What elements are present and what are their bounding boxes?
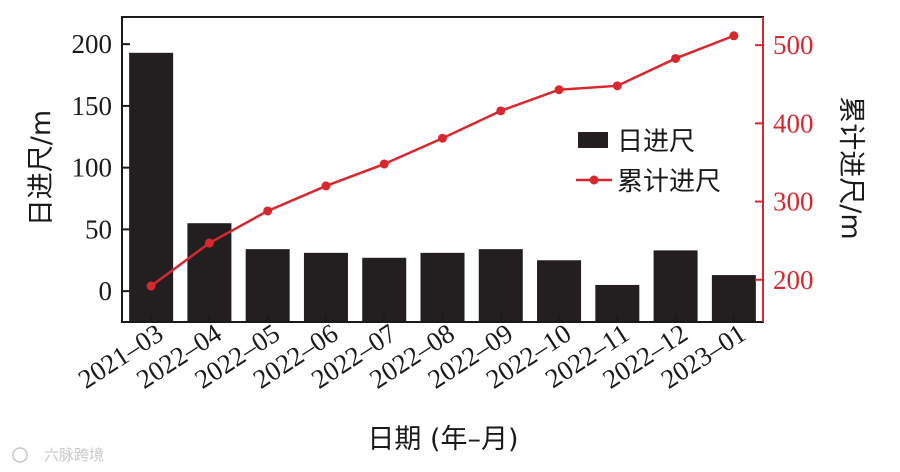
line-point-2 — [263, 206, 273, 216]
legend-bar-swatch — [578, 132, 608, 148]
y-tick-label-left: 0 — [99, 276, 113, 306]
line-point-5 — [438, 133, 447, 143]
line-point-8 — [612, 81, 622, 91]
line-point-10 — [729, 31, 739, 41]
line-point-0 — [146, 281, 156, 291]
line-point-6 — [496, 106, 506, 116]
line-point-3 — [321, 181, 331, 191]
line-point-7 — [554, 85, 564, 95]
left-axis-ticks: 0 50 100 150 200 — [72, 29, 130, 306]
y-tick-label-left: 50 — [85, 214, 112, 244]
bar-5 — [420, 252, 465, 322]
bar-3 — [303, 252, 348, 322]
y-tick-label-right: 200 — [773, 265, 814, 295]
y-tick-label-left: 150 — [72, 91, 113, 121]
bar-2 — [245, 249, 290, 322]
line-point-1 — [204, 238, 214, 248]
line-point-9 — [671, 53, 681, 63]
line-point-4 — [379, 159, 389, 169]
y-tick-label-right: 300 — [773, 187, 814, 217]
y-tick-label-left: 100 — [72, 153, 113, 183]
bar-1 — [187, 223, 232, 322]
bar-6 — [478, 249, 523, 322]
x-axis-title: 日期 (年–月) — [367, 424, 518, 455]
cumulative-line — [150, 34, 735, 288]
right-axis-ticks: 200 300 400 500 — [755, 30, 814, 295]
bar-9 — [653, 250, 698, 322]
watermark-logo-icon — [12, 447, 28, 463]
x-axis-ticks: 2021–032022–042022–052022–062022–072022–… — [73, 314, 751, 395]
bar-7 — [537, 260, 582, 322]
watermark-text: 六脉跨境 — [44, 446, 104, 464]
legend: 日进尺 累计进尺 — [576, 127, 721, 197]
bars-group — [129, 52, 756, 322]
watermark: 六脉跨境 — [12, 446, 104, 464]
y-tick-label-left: 200 — [72, 29, 113, 59]
legend-line-label: 累计进尺 — [617, 167, 721, 197]
legend-bar-label: 日进尺 — [617, 127, 695, 157]
legend-line-marker — [589, 175, 599, 185]
y-axis-title-left: 日进尺/m — [26, 110, 57, 226]
y-axis-title-right: 累计进尺/m — [835, 96, 866, 239]
y-tick-label-right: 400 — [773, 108, 814, 138]
y-tick-label-right: 500 — [773, 30, 814, 60]
bar-4 — [362, 257, 407, 322]
bar-0 — [129, 52, 174, 322]
cumulative-line-group — [146, 31, 739, 291]
